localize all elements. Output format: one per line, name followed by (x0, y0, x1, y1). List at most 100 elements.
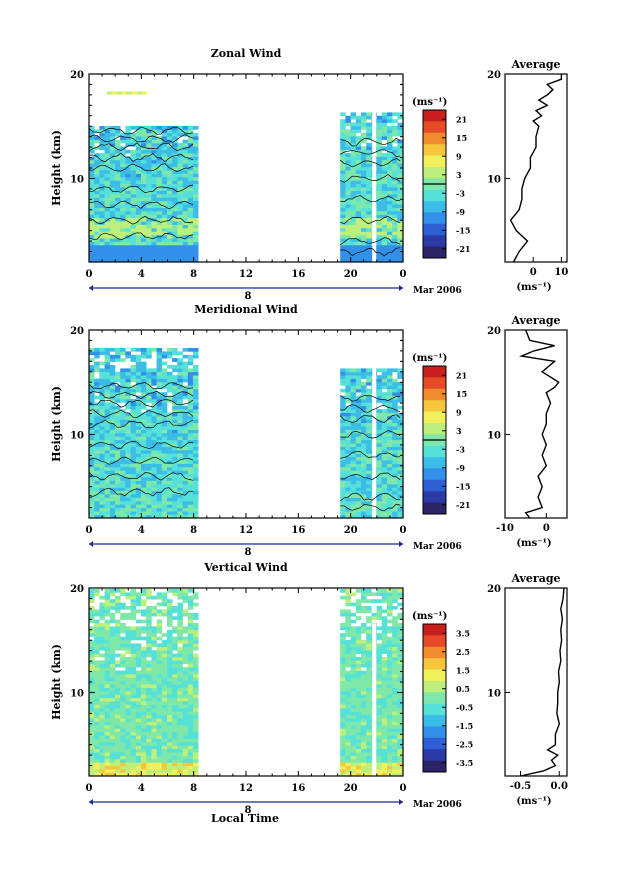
x-tick-label: 12 (239, 783, 253, 794)
y-tick-label: 10 (70, 174, 84, 185)
colorbar-swatch (423, 212, 446, 225)
x-tick-label: 0 (86, 269, 93, 280)
colorbar-swatch (423, 646, 446, 659)
y-tick-label: 10 (70, 688, 84, 699)
colorbar: (ms⁻¹) 3.5 2.5 1.5 0.5 -0.5 -1.5 -2.5 -3.5 (412, 611, 473, 773)
x-tick-label: 20 (344, 525, 358, 536)
profile-line (520, 587, 565, 777)
date-month-label: Mar 2006 (413, 800, 462, 810)
y-axis-label: Height (km) (50, 644, 63, 720)
colorbar-tick-label: -9 (456, 463, 465, 473)
x-tick-label: 4 (138, 269, 145, 280)
colorbar-tick-label: 3 (456, 170, 462, 180)
colorbar-swatch (423, 715, 446, 727)
colorbar-swatch (423, 760, 446, 773)
heatmap-cells (89, 348, 403, 518)
x-tick-label: 0 (400, 783, 407, 794)
date-arrow-right (399, 541, 403, 547)
colorbar-tick-label: -9 (456, 207, 465, 217)
profile-frame (504, 587, 568, 777)
colorbar-swatch (423, 411, 446, 424)
colorbar-swatch (423, 201, 446, 213)
profile-y-tick-label: 20 (487, 326, 501, 337)
colorbar-swatch (423, 223, 446, 236)
date-arrow-right (399, 799, 403, 805)
date-axis: 8 Mar 2006 (89, 541, 462, 558)
profile-x-tick-label: 0 (530, 267, 537, 278)
colorbar-swatch (423, 166, 446, 179)
colorbar-swatch (423, 246, 446, 259)
profile-line (509, 74, 563, 263)
colorbar-swatch (423, 658, 446, 670)
profile-y-tick-label: 20 (487, 584, 501, 595)
panel-title: Vertical Wind (203, 561, 288, 574)
colorbar-swatch (423, 445, 446, 458)
profile-x-tick-label: 10 (554, 267, 568, 278)
colorbar-swatch (423, 144, 446, 156)
x-tick-label: 0 (86, 783, 93, 794)
colorbar-unit: (ms⁻¹) (412, 611, 447, 622)
x-axis: 0 4 8 12 16 20 0 (86, 74, 407, 280)
colorbar-swatch (423, 692, 446, 705)
profile-x-label: (ms⁻¹) (516, 796, 551, 807)
date-day-label: 8 (245, 805, 252, 816)
panel-title: Zonal Wind (211, 47, 282, 60)
colorbar-swatch (423, 132, 446, 145)
date-arrow-left (89, 285, 93, 291)
date-arrow-left (89, 799, 93, 805)
x-tick-label: 16 (291, 783, 305, 794)
colorbar-tick-label: -21 (456, 500, 470, 510)
profile-x-tick-label: -0.5 (510, 781, 532, 792)
profile-line (518, 329, 560, 519)
heatmap-cells (89, 91, 403, 262)
y-tick-label: 10 (70, 430, 84, 441)
x-tick-label: 20 (344, 783, 358, 794)
x-tick-label: 16 (291, 269, 305, 280)
colorbar-swatch (423, 502, 446, 515)
y-tick-label: 20 (70, 70, 84, 81)
y-tick-label: 20 (70, 584, 84, 595)
profile-x-tick-label: -10 (496, 523, 514, 534)
date-month-label: Mar 2006 (413, 542, 462, 552)
x-tick-label: 8 (190, 525, 197, 536)
colorbar-swatch (423, 121, 446, 134)
colorbar-swatch (423, 635, 446, 648)
profile-panel: Average 20 10 -0.5 0.0(ms⁻¹) (487, 572, 568, 807)
colorbar-tick-label: -15 (456, 481, 470, 491)
profile-x-tick-label: 0.0 (551, 781, 568, 792)
date-month-label: Mar 2006 (413, 286, 462, 296)
colorbar-tick-label: -0.5 (456, 702, 473, 712)
profile-y-tick-label: 10 (487, 430, 501, 441)
y-tick-label: 20 (70, 326, 84, 337)
colorbar-tick-label: 15 (456, 389, 467, 399)
colorbar-unit: (ms⁻¹) (412, 97, 447, 108)
colorbar-swatch (423, 388, 446, 401)
colorbar-tick-label: 3 (456, 426, 462, 436)
x-axis: 0 4 8 12 16 20 0 (86, 588, 407, 794)
colorbar-swatch (423, 491, 446, 503)
colorbar-tick-label: 21 (456, 114, 467, 124)
colorbar-swatch (423, 737, 446, 750)
colorbar-tick-label: -2.5 (456, 739, 473, 749)
colorbar-swatch (423, 155, 446, 168)
colorbar-swatch (423, 110, 446, 122)
x-tick-label: 12 (239, 525, 253, 536)
colorbar-tick-label: 2.5 (456, 647, 470, 657)
data-gap (372, 109, 377, 262)
colorbar-swatch (423, 669, 446, 682)
contour-lines (89, 382, 401, 512)
x-tick-label: 4 (138, 525, 145, 536)
colorbar-tick-label: 0.5 (456, 684, 470, 694)
colorbar-swatch (423, 703, 446, 716)
colorbar-tick-label: -3.5 (456, 758, 473, 768)
panel-title: Meridional Wind (194, 303, 298, 316)
data-gap (372, 623, 377, 776)
colorbar-tick-label: -3 (456, 188, 465, 198)
